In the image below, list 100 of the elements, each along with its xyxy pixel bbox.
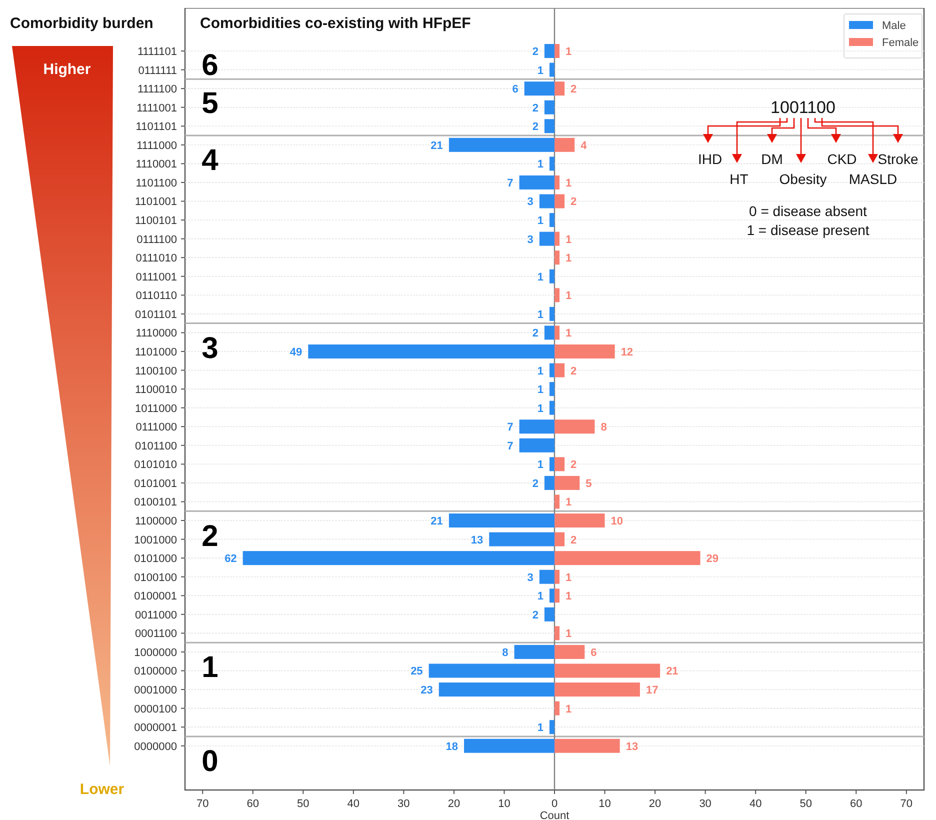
- annotation: Obesity: [779, 171, 827, 187]
- data-label: 1: [537, 215, 544, 228]
- annotation: 1: [202, 651, 218, 684]
- y-tick-label: 0011000: [134, 609, 177, 622]
- x-tick-label: 40: [749, 798, 762, 810]
- y-tick-label: 1101000: [134, 346, 177, 358]
- x-tick-label: 0: [551, 798, 558, 810]
- y-tick-label: 1100100: [134, 365, 177, 378]
- y-tick-label: 1001000: [134, 534, 177, 546]
- data-label: 21: [430, 140, 443, 152]
- data-label: 1: [566, 496, 572, 509]
- y-tick-label: 0101010: [134, 459, 177, 472]
- x-axis-title: Count: [540, 810, 570, 820]
- y-tick-label: 0111010: [136, 252, 177, 265]
- data-label: 13: [626, 740, 638, 753]
- y-tick-label: 0111111: [138, 64, 177, 77]
- x-tick-label: 70: [900, 798, 913, 810]
- bar: [554, 532, 565, 546]
- x-tick-label: 40: [347, 798, 360, 810]
- data-label: 1: [537, 402, 544, 415]
- data-label: 1: [537, 365, 544, 378]
- x-tick-label: 30: [398, 798, 410, 810]
- data-label: 2: [532, 121, 538, 134]
- y-tick-label: 0110110: [136, 290, 177, 302]
- data-label: 62: [224, 553, 237, 566]
- y-tick-label: 1100101: [134, 215, 177, 228]
- y-tick-label: 0001000: [134, 684, 177, 697]
- x-tick-label: 10: [598, 798, 611, 810]
- annotation: IHD: [698, 151, 722, 167]
- y-tick-label: 0101000: [134, 553, 177, 566]
- data-label: 1: [537, 722, 544, 734]
- text: Higher: [43, 61, 91, 78]
- x-tick-label: 30: [699, 798, 712, 810]
- y-tick-label: 1011000: [134, 402, 177, 415]
- chart-title: Comorbidities co-existing with HFpEF: [200, 15, 471, 32]
- bar: [519, 438, 554, 452]
- y-tick-label: 0101101: [134, 308, 177, 321]
- data-label: 8: [600, 422, 607, 434]
- data-label: 2: [532, 46, 538, 58]
- data-label: 17: [646, 684, 658, 697]
- data-label: 29: [706, 553, 719, 566]
- bar: [549, 382, 554, 396]
- bar: [554, 175, 560, 190]
- data-label: 4: [580, 140, 588, 152]
- annotation: Stroke: [878, 151, 918, 167]
- bar: [544, 119, 554, 134]
- data-label: 2: [570, 534, 577, 546]
- data-label: 3: [527, 196, 534, 208]
- y-tick-label: 0100100: [134, 572, 177, 584]
- bar: [549, 306, 554, 321]
- y-tick-label: 0101100: [134, 440, 177, 452]
- y-tick-label: 0101001: [134, 478, 177, 490]
- data-label: 1: [566, 177, 572, 190]
- data-label: 1: [537, 459, 544, 472]
- bar: [544, 607, 554, 622]
- data-label: 1: [537, 158, 544, 171]
- bar: [554, 288, 560, 302]
- x-tick-label: 60: [246, 798, 259, 810]
- bar: [554, 344, 615, 358]
- x-tick-label: 10: [498, 798, 510, 810]
- bar: [554, 250, 560, 265]
- y-tick-label: 1101100: [136, 177, 177, 190]
- data-label: 25: [410, 666, 423, 678]
- y-tick-label: 0000000: [134, 740, 177, 753]
- data-label: 1: [566, 234, 572, 246]
- data-label: 2: [570, 84, 577, 96]
- data-label: 1: [537, 590, 544, 603]
- data-label: 21: [666, 666, 678, 678]
- y-tick-label: 1110000: [136, 328, 177, 340]
- data-label: 5: [586, 478, 592, 490]
- y-tick-label: 1110001: [136, 158, 177, 171]
- annotation: MASLD: [848, 171, 898, 187]
- data-label: 7: [507, 440, 514, 452]
- bar: [544, 100, 554, 114]
- data-label: 2: [532, 478, 538, 490]
- data-label: 1: [566, 628, 572, 640]
- data-label: 1: [537, 271, 544, 284]
- bar: [549, 213, 554, 228]
- y-tick-label: 1111001: [136, 102, 177, 114]
- data-label: 18: [446, 740, 458, 753]
- data-label: 2: [532, 328, 538, 340]
- y-tick-label: 0100001: [134, 590, 177, 603]
- bar: [549, 269, 554, 284]
- data-label: 2: [532, 102, 538, 114]
- annotation: 1 = disease present: [746, 222, 870, 238]
- data-label: 2: [570, 459, 577, 472]
- data-label: 6: [590, 646, 597, 659]
- y-tick-label: 1111000: [136, 140, 177, 152]
- bar: [549, 720, 554, 734]
- y-tick-label: 0111000: [136, 422, 177, 434]
- data-label: 2: [570, 365, 577, 378]
- x-tick-label: 60: [850, 798, 862, 810]
- data-label: 8: [502, 646, 508, 659]
- bar: [549, 62, 554, 77]
- data-label: 1: [566, 703, 572, 716]
- bar: [554, 626, 560, 640]
- text: Lower: [80, 781, 124, 798]
- y-tick-label: 1101101: [136, 121, 177, 134]
- annotation: HT: [730, 171, 749, 187]
- y-tick-label: 0000001: [134, 722, 177, 734]
